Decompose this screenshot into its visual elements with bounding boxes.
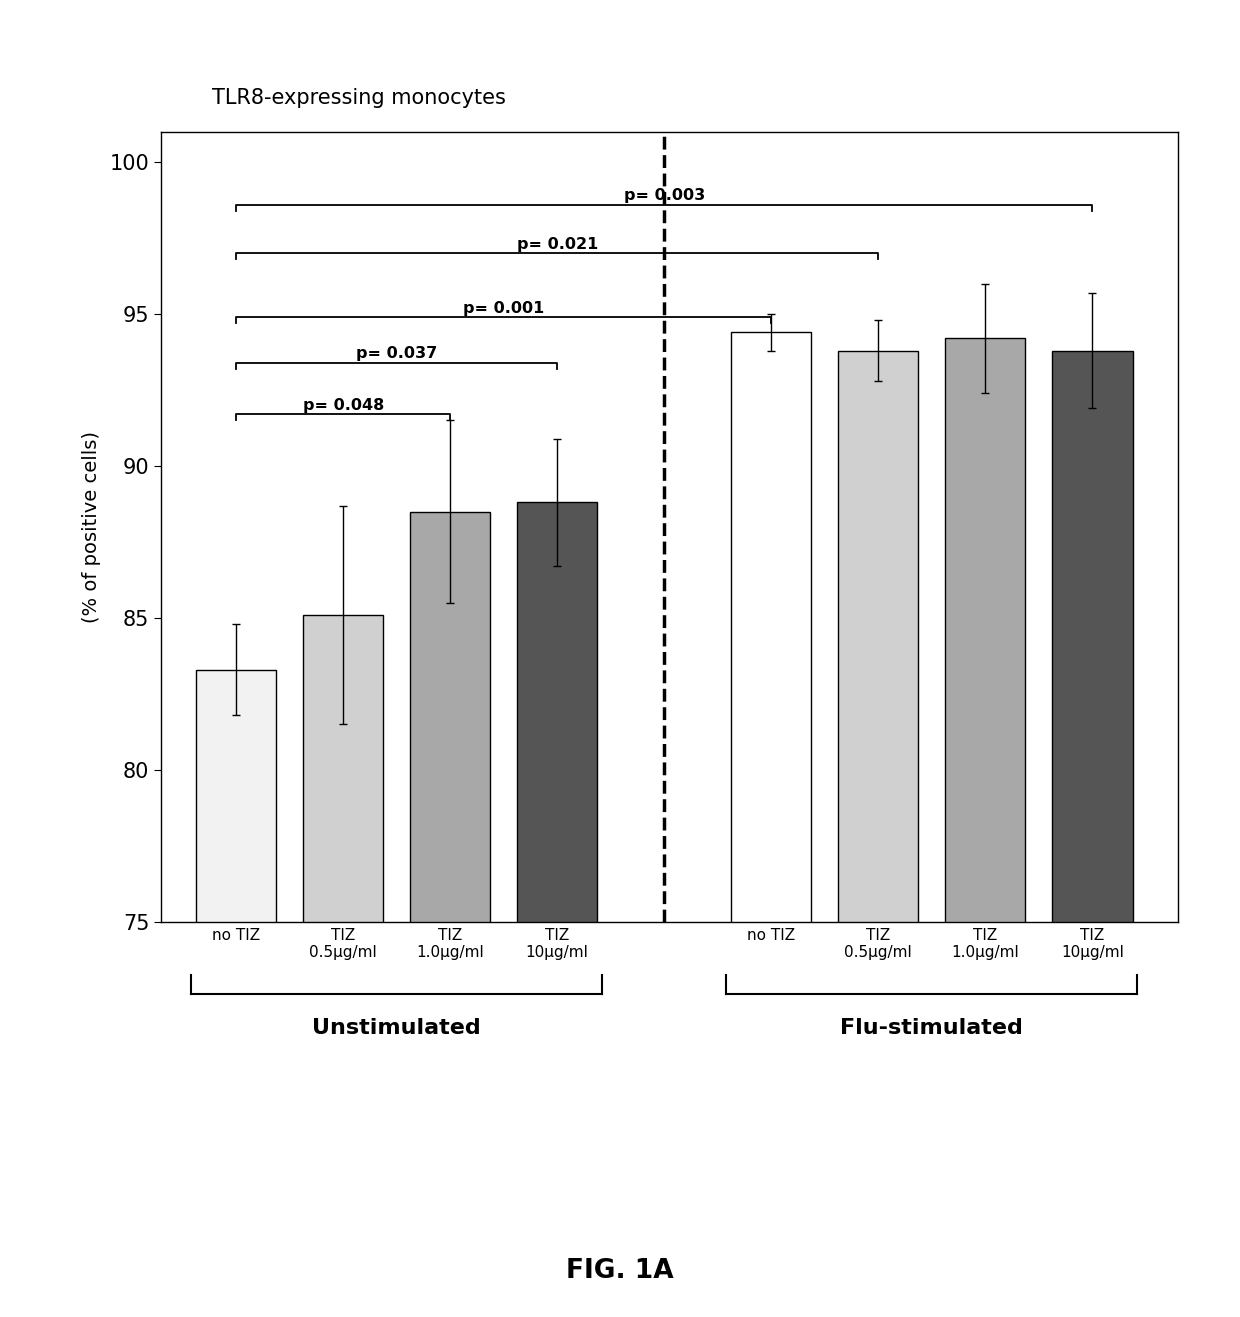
Bar: [196, 669, 277, 922]
Bar: [1053, 350, 1132, 922]
Text: FIG. 1A: FIG. 1A: [567, 1258, 673, 1284]
Text: TIZ
1.0μg/ml: TIZ 1.0μg/ml: [951, 928, 1019, 960]
Bar: [732, 332, 811, 922]
Text: p= 0.003: p= 0.003: [624, 188, 704, 203]
Bar: [517, 503, 598, 922]
Text: Flu-stimulated: Flu-stimulated: [841, 1018, 1023, 1038]
Text: p= 0.037: p= 0.037: [356, 346, 438, 361]
Text: TIZ
1.0μg/ml: TIZ 1.0μg/ml: [417, 928, 484, 960]
Text: TIZ
0.5μg/ml: TIZ 0.5μg/ml: [309, 928, 377, 960]
Bar: [303, 615, 383, 922]
Text: Unstimulated: Unstimulated: [312, 1018, 481, 1038]
Text: TIZ
0.5μg/ml: TIZ 0.5μg/ml: [844, 928, 913, 960]
Bar: [410, 511, 490, 922]
Bar: [945, 338, 1025, 922]
Text: TIZ
10μg/ml: TIZ 10μg/ml: [1061, 928, 1123, 960]
Text: p= 0.021: p= 0.021: [517, 237, 598, 252]
Bar: [838, 350, 919, 922]
Text: TIZ
10μg/ml: TIZ 10μg/ml: [526, 928, 589, 960]
Y-axis label: (% of positive cells): (% of positive cells): [82, 431, 102, 623]
Text: p= 0.001: p= 0.001: [463, 300, 544, 316]
Text: no TIZ: no TIZ: [748, 928, 795, 943]
Text: p= 0.048: p= 0.048: [303, 398, 383, 412]
Text: TLR8-expressing monocytes: TLR8-expressing monocytes: [212, 88, 506, 108]
Text: no TIZ: no TIZ: [212, 928, 260, 943]
